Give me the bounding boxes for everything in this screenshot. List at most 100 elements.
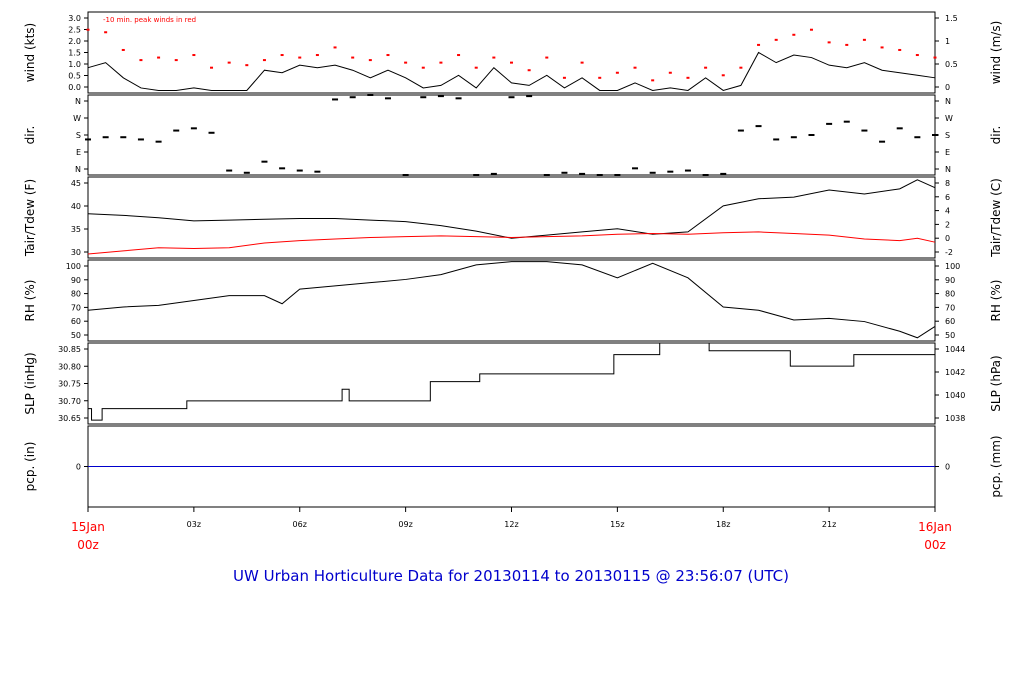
peak-wind-point	[298, 56, 302, 59]
peak-wind-point	[315, 54, 319, 57]
y-tick-label-left: 0	[76, 463, 81, 472]
y-tick-label-right: 0	[945, 463, 950, 472]
y-tick-label-left: 2.5	[68, 26, 81, 35]
x-tick-label: 21z	[822, 520, 836, 529]
direction-point	[632, 167, 639, 170]
y-axis-label-left: dir.	[23, 126, 37, 145]
y-tick-label-right: E	[945, 148, 950, 157]
chart-title: UW Urban Horticulture Data for 20130114 …	[233, 567, 789, 585]
x-tick-label: 18z	[716, 520, 730, 529]
direction-point	[649, 171, 656, 174]
y-tick-label-right: 4	[945, 207, 950, 216]
direction-point	[932, 134, 938, 136]
peak-wind-point	[862, 38, 866, 41]
direction-point	[349, 96, 356, 99]
direction-point	[490, 172, 497, 175]
direction-point	[420, 96, 427, 99]
direction-point	[279, 167, 286, 170]
y-tick-label-right: 0	[945, 234, 950, 243]
peak-wind-point	[386, 54, 390, 57]
direction-point	[702, 174, 709, 176]
x-date-label-hour: 00z	[924, 538, 946, 552]
y-tick-label-right: 90	[945, 276, 955, 285]
peak-wind-point	[245, 64, 249, 67]
y-tick-label-left: 35	[71, 225, 81, 234]
direction-point	[579, 172, 586, 175]
y-tick-label-left: 1.5	[68, 49, 81, 58]
peak-wind-point	[333, 46, 337, 49]
direction-point	[737, 129, 744, 132]
y-tick-label-left: 50	[71, 331, 81, 340]
x-date-label: 16Jan	[918, 520, 952, 534]
direction-point	[367, 94, 374, 96]
peak-wind-point	[351, 56, 355, 59]
y-tick-label-left: 0.5	[68, 72, 81, 81]
y-axis-label-right: SLP (hPa)	[989, 355, 1003, 411]
direction-point	[826, 122, 833, 125]
peak-wind-point	[210, 66, 214, 69]
y-tick-label-right: 2	[945, 220, 950, 229]
y-tick-label-right: 1042	[945, 368, 965, 377]
y-tick-label-left: 40	[71, 202, 81, 211]
peak-wind-point	[562, 76, 566, 79]
y-axis-label-right: RH (%)	[989, 280, 1003, 322]
peak-wind-point	[933, 56, 937, 59]
direction-point	[914, 136, 921, 139]
peak-wind-point	[651, 79, 655, 82]
y-tick-label-left: 30.85	[58, 345, 81, 354]
y-tick-label-right: N	[945, 165, 951, 174]
peak-wind-point	[580, 61, 584, 64]
series-line	[87, 261, 936, 339]
peak-wind-point	[774, 38, 778, 41]
y-axis-label-right: Tair/Tdew (C)	[989, 178, 1003, 258]
direction-point	[243, 171, 250, 174]
direction-point	[790, 136, 797, 139]
y-tick-label-right: 60	[945, 317, 955, 326]
y-tick-label-left: N	[75, 97, 81, 106]
panel-frame	[87, 342, 936, 425]
y-tick-label-right: 1044	[945, 345, 965, 354]
direction-point	[508, 96, 515, 99]
x-tick-label: 12z	[504, 520, 518, 529]
y-tick-label-right: -2	[945, 248, 953, 257]
y-tick-label-right: N	[945, 97, 951, 106]
y-tick-label-left: 100	[66, 262, 81, 271]
panel-frame	[87, 94, 936, 176]
direction-point	[843, 120, 850, 123]
peak-wind-point	[898, 48, 902, 51]
peak-wind-point	[527, 69, 531, 72]
y-tick-label-left: 30	[71, 248, 81, 257]
y-axis-label-left: wind (kts)	[23, 23, 37, 82]
y-axis-label-right: wind (m/s)	[989, 21, 1003, 85]
direction-point	[296, 169, 303, 172]
peak-wind-point	[174, 59, 178, 62]
peak-wind-point	[439, 61, 443, 64]
peak-wind-point	[104, 31, 108, 34]
y-tick-label-right: 1.5	[945, 14, 958, 23]
direction-point	[208, 131, 215, 134]
y-axis-label-left: pcp. (in)	[23, 442, 37, 492]
direction-point	[226, 169, 233, 172]
y-tick-label-right: 1	[945, 37, 950, 46]
y-tick-label-left: E	[76, 148, 81, 157]
direction-point	[896, 127, 903, 130]
y-tick-label-right: 80	[945, 290, 955, 299]
peak-wind-point	[227, 61, 231, 64]
x-tick-label: 09z	[398, 520, 412, 529]
y-tick-label-left: 45	[71, 179, 81, 188]
direction-point	[102, 136, 109, 139]
direction-point	[684, 169, 691, 172]
y-tick-label-left: 30.80	[58, 362, 81, 371]
peak-wind-point	[721, 74, 725, 77]
direction-point	[190, 127, 197, 130]
y-tick-label-left: 30.75	[58, 380, 81, 389]
x-tick-label: 15z	[610, 520, 624, 529]
peak-wind-point	[704, 66, 708, 69]
direction-point	[561, 171, 568, 174]
direction-point	[120, 136, 127, 139]
peak-wind-point	[421, 66, 425, 69]
y-tick-label-right: 50	[945, 331, 955, 340]
peak-wind-point	[262, 59, 266, 62]
y-axis-label-left: RH (%)	[23, 280, 37, 322]
